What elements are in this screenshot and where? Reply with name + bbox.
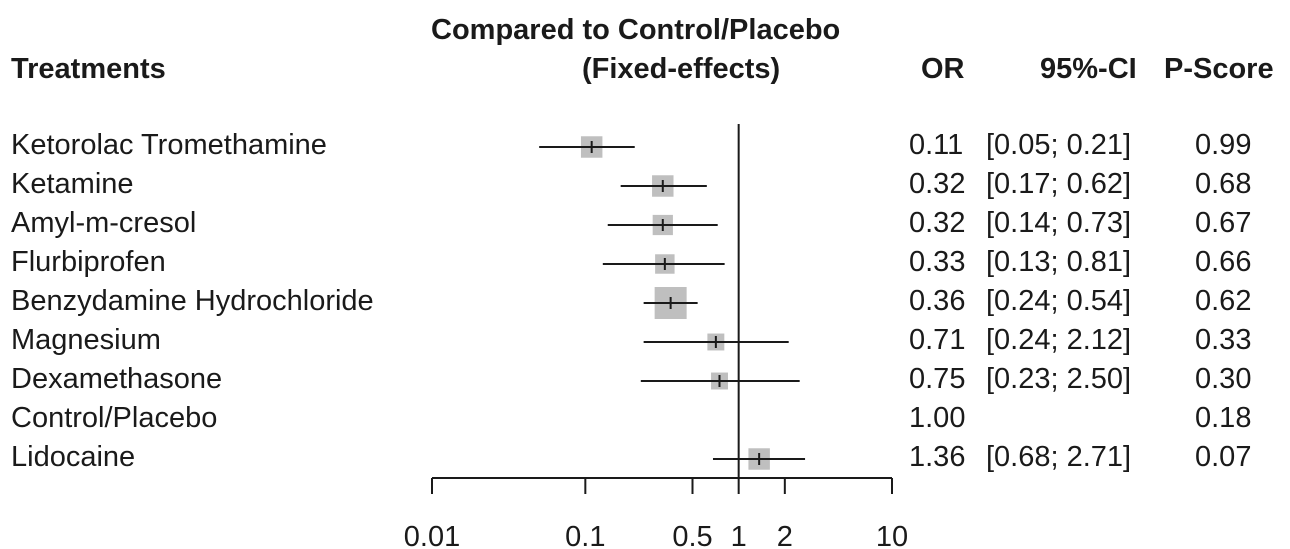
ci-value: [0.17; 0.62] bbox=[986, 168, 1132, 200]
pscore-value: 0.67 bbox=[1195, 207, 1252, 239]
x-tick-label: 2 bbox=[777, 521, 793, 549]
pscore-value: 0.33 bbox=[1195, 324, 1252, 356]
ci-value: [0.24; 0.54] bbox=[986, 285, 1132, 317]
treatment-name: Dexamethasone bbox=[11, 363, 223, 395]
header-or: OR bbox=[921, 53, 965, 85]
treatment-name: Amyl-m-cresol bbox=[11, 207, 197, 239]
treatment-name: Ketorolac Tromethamine bbox=[11, 129, 327, 161]
ci-value: [0.68; 2.71] bbox=[986, 441, 1132, 473]
pscore-value: 0.18 bbox=[1195, 402, 1252, 434]
treatment-name: Magnesium bbox=[11, 324, 161, 356]
x-tick-label: 10 bbox=[876, 521, 908, 549]
or-value: 0.75 bbox=[909, 363, 966, 395]
pscore-value: 0.07 bbox=[1195, 441, 1252, 473]
ci-value: [0.14; 0.73] bbox=[986, 207, 1132, 239]
x-tick-label: 1 bbox=[731, 521, 747, 549]
or-value: 0.33 bbox=[909, 246, 966, 278]
ci-value: [0.24; 2.12] bbox=[986, 324, 1132, 356]
treatment-name: Ketamine bbox=[11, 168, 134, 200]
or-value: 0.71 bbox=[909, 324, 966, 356]
ci-value: [0.05; 0.21] bbox=[986, 129, 1132, 161]
or-value: 0.36 bbox=[909, 285, 966, 317]
treatment-name: Control/Placebo bbox=[11, 402, 218, 434]
x-tick-label: 0.01 bbox=[404, 521, 460, 549]
pscore-value: 0.99 bbox=[1195, 129, 1252, 161]
header-treatments: Treatments bbox=[11, 53, 166, 85]
ci-value: [0.13; 0.81] bbox=[986, 246, 1132, 278]
header-pscore: P-Score bbox=[1164, 53, 1274, 85]
treatment-name: Lidocaine bbox=[11, 441, 136, 473]
pscore-value: 0.68 bbox=[1195, 168, 1252, 200]
x-tick-label: 0.1 bbox=[565, 521, 605, 549]
header-comparison-line1: Compared to Control/Placebo bbox=[431, 14, 841, 46]
x-tick-label: 0.5 bbox=[672, 521, 712, 549]
pscore-value: 0.66 bbox=[1195, 246, 1252, 278]
or-value: 0.32 bbox=[909, 168, 966, 200]
ci-value: [0.23; 2.50] bbox=[986, 363, 1132, 395]
header-ci: 95%-CI bbox=[1040, 53, 1137, 85]
pscore-value: 0.62 bbox=[1195, 285, 1252, 317]
or-value: 0.11 bbox=[909, 129, 964, 161]
or-value: 1.36 bbox=[909, 441, 966, 473]
treatment-name: Flurbiprofen bbox=[11, 246, 166, 278]
header-comparison-line2: (Fixed-effects) bbox=[582, 53, 781, 85]
treatment-name: Benzydamine Hydrochloride bbox=[11, 285, 374, 317]
or-value: 1.00 bbox=[909, 402, 966, 434]
pscore-value: 0.30 bbox=[1195, 363, 1252, 395]
or-value: 0.32 bbox=[909, 207, 966, 239]
